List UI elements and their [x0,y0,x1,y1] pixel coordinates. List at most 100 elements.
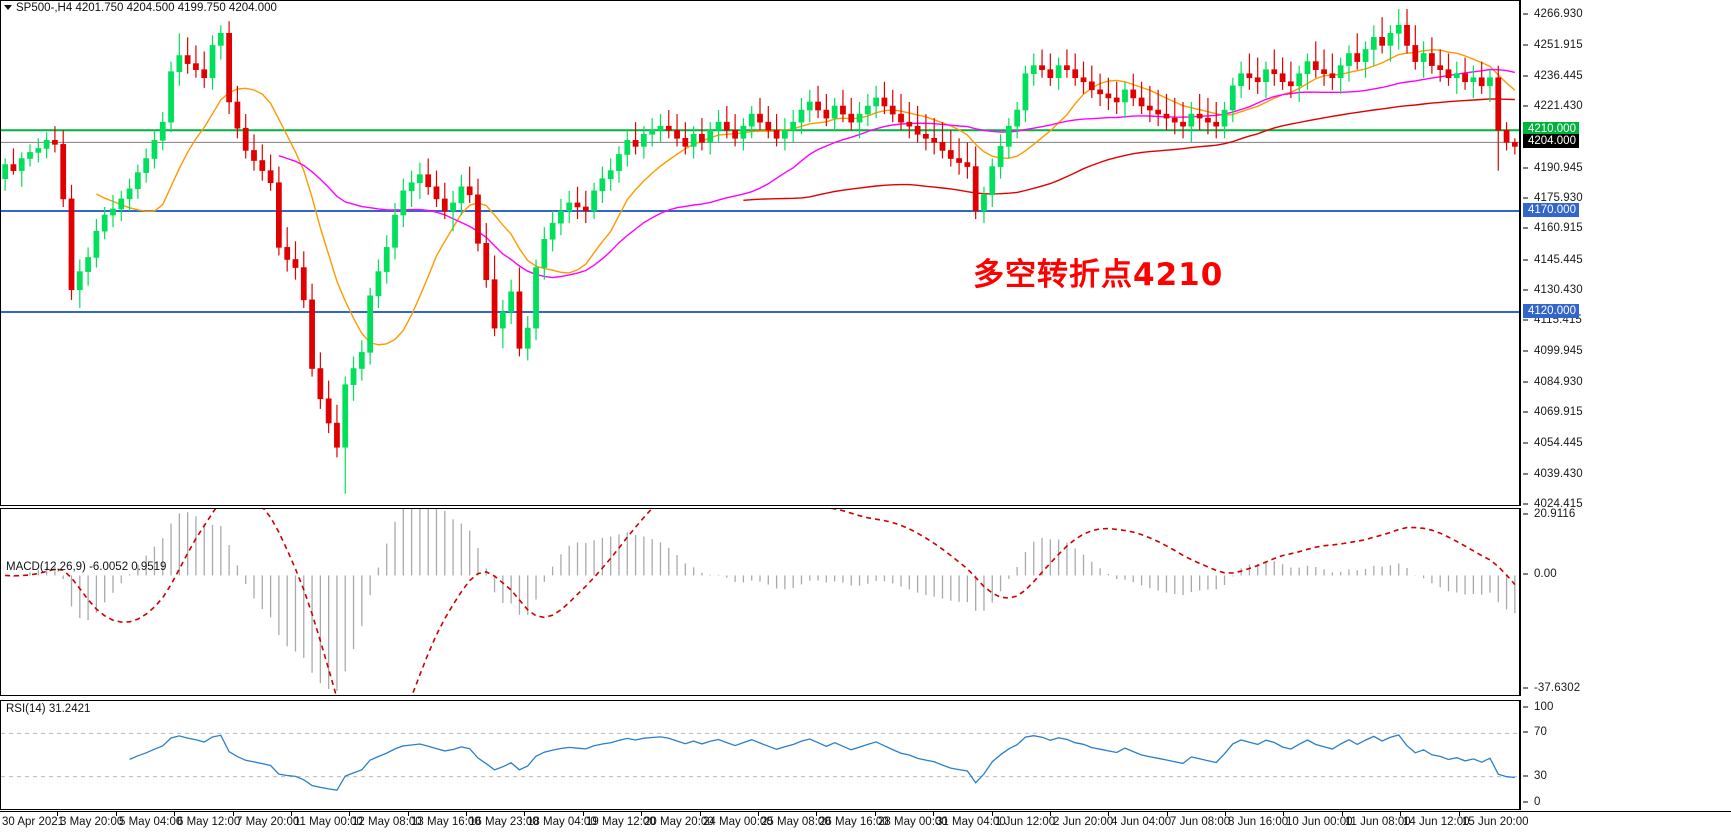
candle-body [616,154,622,171]
candle-body [60,144,67,200]
candle-body [599,178,606,192]
price-tick: 4145.445 [1521,254,1583,266]
candle-body [1246,73,1253,79]
candle-body [375,271,382,297]
time-tick-mark [1283,812,1284,816]
candle-body [1462,73,1468,83]
price-tick: 4039.430 [1521,468,1583,480]
candle-body [541,238,548,268]
candle-body [1229,85,1236,111]
candle-body [110,208,116,216]
candle-body [831,105,838,119]
time-axis[interactable]: 30 Apr 2021 3 May 20:00 5 May 04:00 6 May 1… [0,811,1731,839]
time-tick-mark [408,812,409,816]
candle-body [657,125,664,131]
candle-body [267,170,274,184]
candle-body [491,279,498,329]
time-tick-label: 11 Jun 08:00 [1345,816,1411,828]
time-tick-label: 11 May 00:00 [294,816,363,828]
candle-body [898,113,904,123]
candle-body [881,97,888,107]
candle-body [1404,24,1410,46]
time-tick-mark [700,812,701,816]
candle-body [1395,24,1402,34]
candle-body [773,129,780,139]
candle-body [334,422,340,448]
price-tag-4120.000[interactable]: 4120.000 [1523,303,1579,318]
price-tag-4170.000[interactable]: 4170.000 [1523,203,1579,217]
candle-body [923,133,929,139]
candle-body [151,140,158,159]
macd-chart-canvas [5,509,1516,695]
candle-body [947,150,954,159]
candle-body [317,368,324,400]
candle-body [159,121,166,141]
candle-body [790,121,797,131]
candle-body [549,222,556,240]
rsi-panel[interactable] [0,700,1520,810]
candle-body [757,113,763,123]
macd-panel[interactable] [0,508,1520,696]
macd-axis[interactable]: 20.9116 0.00 -37.6302 [1520,508,1731,696]
candle-body [18,158,25,171]
time-tick-mark [992,812,993,816]
time-tick-mark [816,812,817,816]
candle-body [143,158,150,173]
candle-body [134,172,141,190]
candle-body [1113,97,1120,103]
candle-body [1453,73,1460,79]
candle-body [276,182,282,248]
candle-body [574,202,581,208]
candle-body [1370,37,1377,50]
price-tag-4210.000[interactable]: 4210.000 [1523,122,1579,137]
price-axis[interactable]: 4266.930 4251.915 4236.445 4221.430 4190.945… [1520,0,1731,510]
candle-body [1412,45,1419,62]
price-tick: 4130.430 [1521,284,1583,296]
candle-body [889,105,896,115]
time-tick-mark [1108,812,1109,816]
time-tick-label: 10 Jun 00:00 [1286,816,1353,828]
candle-body [848,113,855,123]
candle-body [1312,61,1319,70]
time-tick-label: 16 May 23:00 [469,816,539,828]
candle-body [76,271,83,291]
candle-body [1138,97,1145,107]
candle-body [209,45,216,79]
candle-body [1271,69,1278,74]
candle-body [1238,73,1244,87]
candle-body [93,230,100,258]
time-tick-label: 14 Jun 12:00 [1403,816,1470,828]
candle-body [1329,73,1336,79]
price-tick: 4221.430 [1521,100,1583,112]
candle-body [176,55,183,72]
rsi-chart-canvas [1,732,1519,791]
candle-body [1296,73,1303,87]
time-tick-label: 2 Jun 20:00 [1053,816,1114,828]
price-panel[interactable] [0,0,1520,506]
candle-body [425,174,432,188]
candle-body [1171,117,1178,123]
candle-body [52,140,58,145]
candle-body [732,129,738,139]
caret-down-icon[interactable] [4,5,12,11]
candle-body [358,352,365,369]
candle-body [1080,77,1087,83]
candle-body [10,164,17,171]
time-tick-mark [116,812,117,816]
macd-tick: 20.9116 [1521,508,1575,520]
time-tick-label: 18 May 04:00 [527,816,597,828]
candle-body [27,152,33,159]
candle-body [533,267,539,329]
chart-annotation-text: 多空转折点4210 [973,257,1224,293]
candle-body [259,160,266,171]
candle-body [1487,77,1493,87]
candle-body [350,368,357,385]
time-tick-mark [524,812,525,816]
price-tag-4204.000[interactable]: 4204.000 [1523,134,1579,149]
candle-body [1088,81,1095,91]
rsi-axis[interactable]: 100 70 30 0 [1520,700,1731,810]
candle-body [1213,121,1220,127]
candle-body [1163,113,1170,119]
time-tick-label: 7 May 20:00 [236,816,300,828]
